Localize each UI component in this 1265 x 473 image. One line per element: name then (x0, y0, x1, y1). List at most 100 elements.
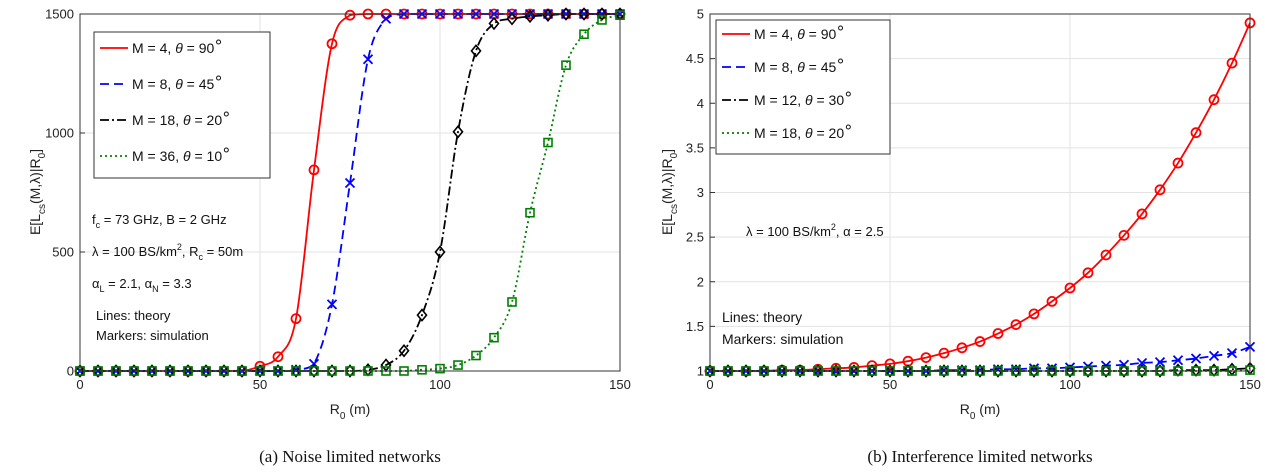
data-point (326, 299, 338, 310)
y-tick-label: 0 (67, 364, 74, 379)
data-point (128, 364, 140, 378)
legend-box-a (93, 31, 271, 179)
data-point (884, 364, 896, 378)
data-point (308, 164, 320, 176)
annotations-a: fc = 73 GHz, B = 2 GHz λ = 100 BS/km2, R… (92, 212, 243, 343)
data-point (326, 38, 338, 50)
data-point (542, 8, 554, 22)
legend-b: M = 4, θ = 90 M = 8, θ = 45 M = 12, θ = 30… (715, 19, 891, 155)
data-point (344, 177, 356, 189)
data-point (578, 7, 590, 21)
data-point (308, 364, 320, 378)
legend-label: M = 8, θ = 45 (132, 76, 215, 92)
data-point (992, 328, 1004, 339)
data-point (920, 352, 932, 364)
y-tick-label: 3 (697, 185, 704, 200)
data-point (380, 13, 392, 24)
data-point (1154, 184, 1166, 196)
data-point (1154, 356, 1166, 368)
legend-label: M = 8, θ = 45 (754, 59, 837, 75)
data-point (182, 364, 194, 378)
data-point (344, 364, 356, 378)
x-tick-label: 100 (429, 377, 451, 392)
data-point (956, 342, 968, 354)
data-point (362, 54, 374, 65)
data-point (254, 364, 266, 378)
data-point (290, 313, 302, 325)
data-point (272, 364, 284, 378)
data-point (902, 364, 914, 378)
data-point (884, 358, 896, 370)
annotations-b: λ = 100 BS/km2, α = 2.5 Lines: theory Ma… (722, 222, 884, 347)
data-point (92, 364, 104, 378)
x-tick-label: 150 (1239, 377, 1261, 392)
data-point (398, 344, 410, 358)
data-point (290, 364, 302, 378)
degree-icon (223, 147, 229, 153)
y-tick-label: 3.5 (686, 140, 704, 155)
x-axis-label-b: R0 (m) (960, 401, 1001, 422)
data-point (471, 350, 481, 361)
x-tick-label: 50 (883, 377, 897, 392)
data-point (938, 347, 950, 359)
data-point (1226, 57, 1238, 69)
data-point (812, 364, 824, 378)
ticks-b: 0 50 100 150 1 1.5 2 2.5 3 3.5 4 4.5 5 (686, 7, 1261, 393)
data-point (1100, 249, 1112, 261)
data-point (704, 364, 716, 378)
data-point (722, 364, 734, 378)
data-point (866, 364, 878, 378)
data-point (920, 364, 932, 378)
data-point (435, 363, 445, 374)
y-tick-label: 500 (52, 245, 74, 260)
y-tick-label: 2 (697, 274, 704, 289)
data-point (1010, 319, 1022, 330)
data-point (848, 364, 860, 378)
annotation-pathloss: αL = 2.1, αN = 3.3 (92, 276, 192, 294)
data-point (236, 364, 248, 378)
data-point (776, 364, 788, 378)
data-point (524, 9, 536, 24)
data-point (758, 364, 770, 378)
degree-icon (838, 58, 844, 64)
y-tick-label: 1500 (45, 7, 74, 22)
data-point (1208, 94, 1220, 106)
annotation-frequency: fc = 73 GHz, B = 2 GHz (92, 212, 227, 230)
y-axis-label-b: E[Lcs(M,λ)|R0] (659, 149, 680, 235)
data-point (830, 364, 842, 378)
data-point (200, 364, 212, 378)
data-point (740, 364, 752, 378)
plot-frame-b (709, 13, 1251, 372)
data-point (1046, 295, 1058, 307)
data-point (1064, 282, 1076, 294)
data-point (1028, 364, 1040, 378)
data-point (543, 137, 553, 148)
data-point (1226, 348, 1238, 359)
data-point (344, 9, 356, 21)
data-point (506, 11, 518, 26)
data-point (1010, 364, 1022, 378)
x-tick-label: 150 (609, 377, 631, 392)
y-tick-label: 2.5 (686, 230, 704, 245)
y-axis-label-a: E[Lcs(M,λ)|R0] (27, 149, 48, 235)
data-point (525, 207, 535, 218)
y-tick-label: 5 (697, 7, 704, 22)
data-point (326, 364, 338, 378)
caption-a: (a) Noise limited networks (259, 447, 441, 466)
data-point (470, 44, 482, 58)
degree-icon (845, 91, 851, 97)
data-point (794, 364, 806, 378)
data-point (1082, 267, 1094, 279)
legend-label: M = 18, θ = 20 (754, 125, 844, 141)
data-point (1064, 364, 1076, 378)
data-point (938, 364, 950, 378)
data-point (579, 29, 589, 40)
chart-interference-limited: 0 50 100 150 1 1.5 2 2.5 3 3.5 4 4.5 5 R0 (m) E[Lcs(… (659, 7, 1261, 467)
data-point (1154, 364, 1166, 378)
data-point (1136, 357, 1148, 369)
data-point (1136, 208, 1148, 220)
legend-label: M = 12, θ = 30 (754, 92, 844, 108)
legend-label: M = 18, θ = 20 (132, 112, 222, 128)
degree-icon (845, 124, 851, 130)
